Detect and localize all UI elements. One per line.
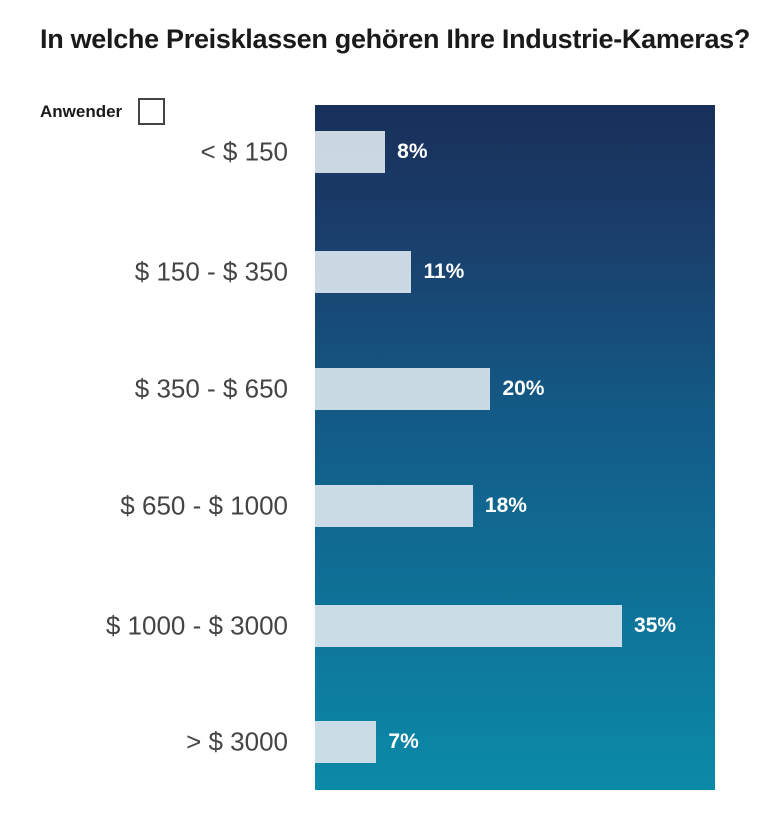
bar — [315, 721, 377, 763]
data-label: 8% — [397, 140, 428, 163]
bar — [315, 368, 491, 410]
bar — [315, 605, 623, 647]
data-label: 7% — [388, 730, 419, 753]
category-label: $ 150 - $ 350 — [134, 256, 288, 287]
category-label: $ 1000 - $ 3000 — [105, 610, 288, 641]
legend-swatch — [138, 98, 166, 125]
legend: Anwender — [40, 98, 166, 125]
data-label: 35% — [634, 614, 677, 637]
category-label: $ 650 - $ 1000 — [120, 490, 288, 521]
bar — [315, 485, 473, 527]
chart-title: In welche Preisklassen gehören Ihre Indu… — [40, 24, 751, 54]
data-label: 20% — [502, 377, 545, 400]
category-label: $ 350 - $ 650 — [134, 373, 288, 404]
bar — [315, 131, 386, 173]
data-label: 18% — [484, 494, 527, 517]
category-label: < $ 150 — [200, 136, 288, 167]
category-label: > $ 3000 — [186, 726, 288, 757]
legend-label: Anwender — [40, 101, 123, 121]
plot-area — [315, 105, 715, 790]
bar — [315, 251, 412, 293]
data-label: 11% — [423, 260, 465, 283]
